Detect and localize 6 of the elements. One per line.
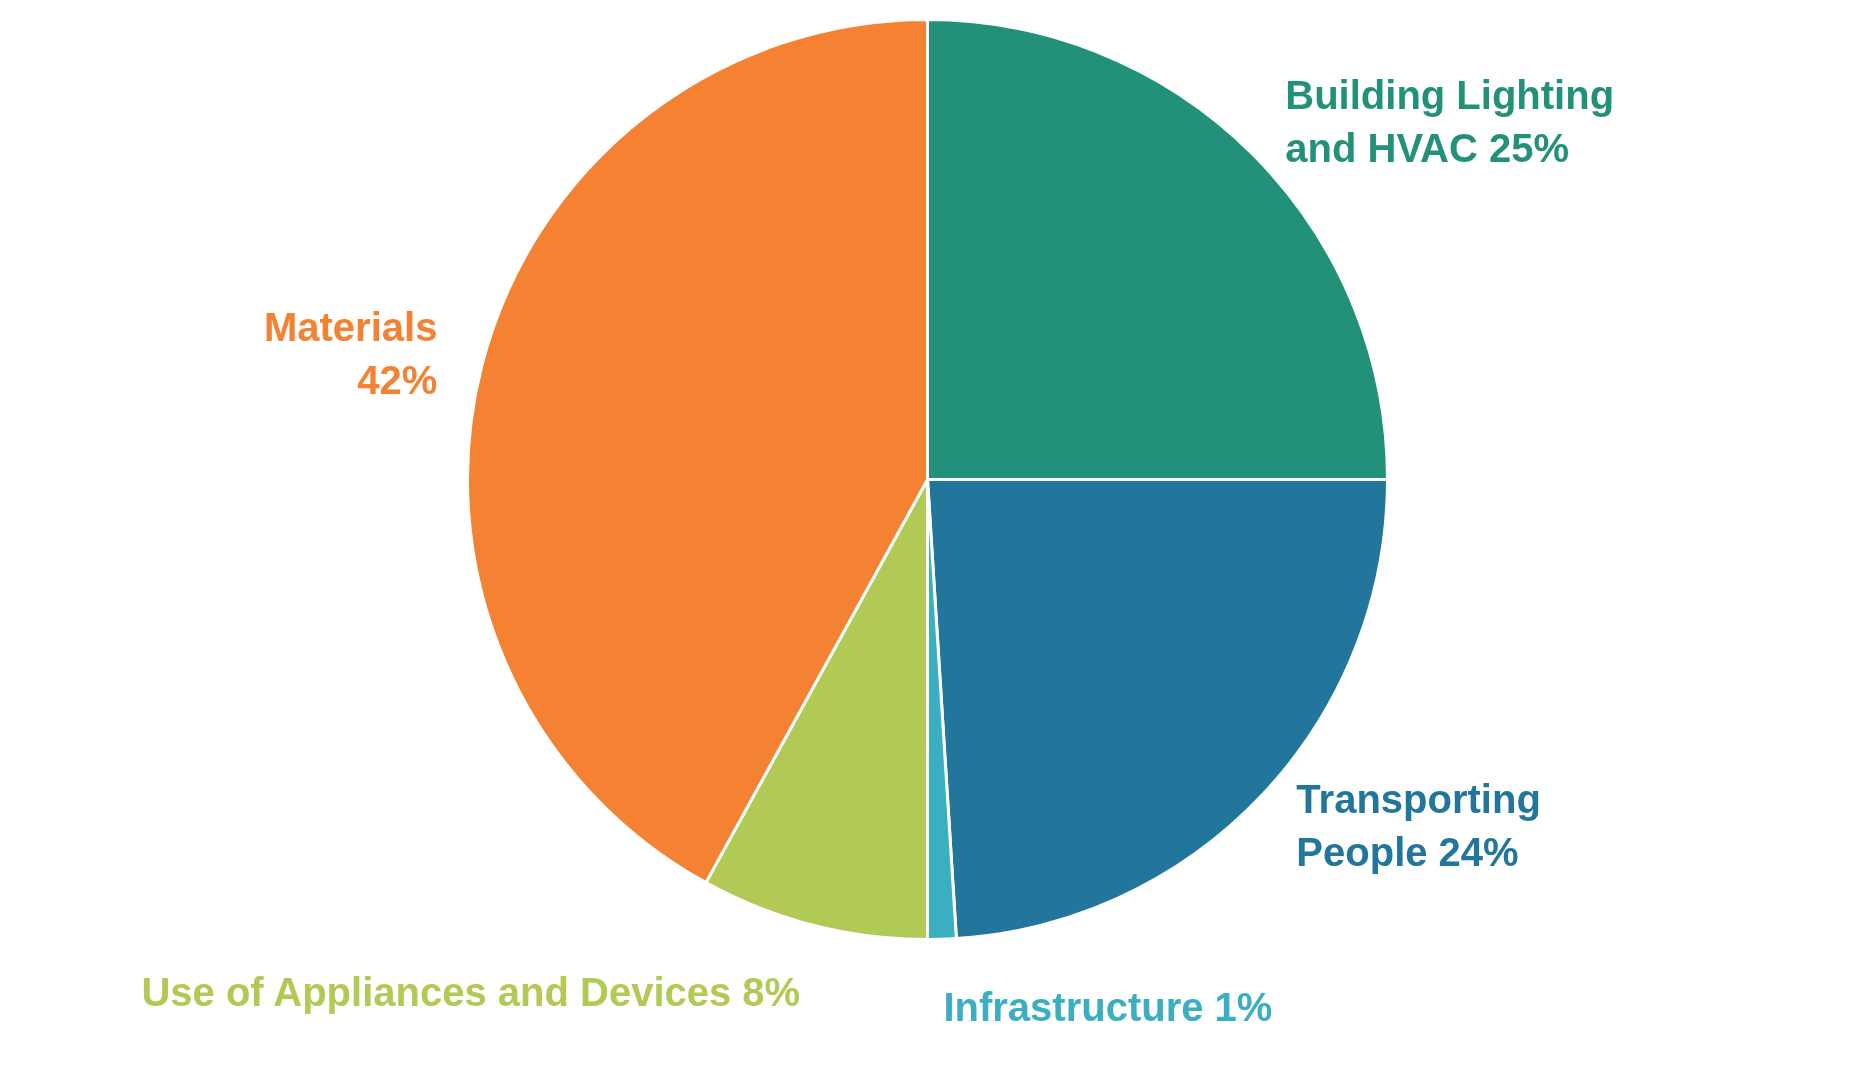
slice-label: Materials (263, 305, 438, 350)
slice-label: Building Lighting and HVAC 25% (1285, 73, 1615, 171)
slice-label: Use of Appliances and Devices 8% (141, 969, 801, 1014)
slice-label: Transporting People 24% (1296, 777, 1541, 875)
slice-label: Infrastructure 1% (943, 985, 1273, 1030)
data-label: 42% (357, 358, 438, 403)
